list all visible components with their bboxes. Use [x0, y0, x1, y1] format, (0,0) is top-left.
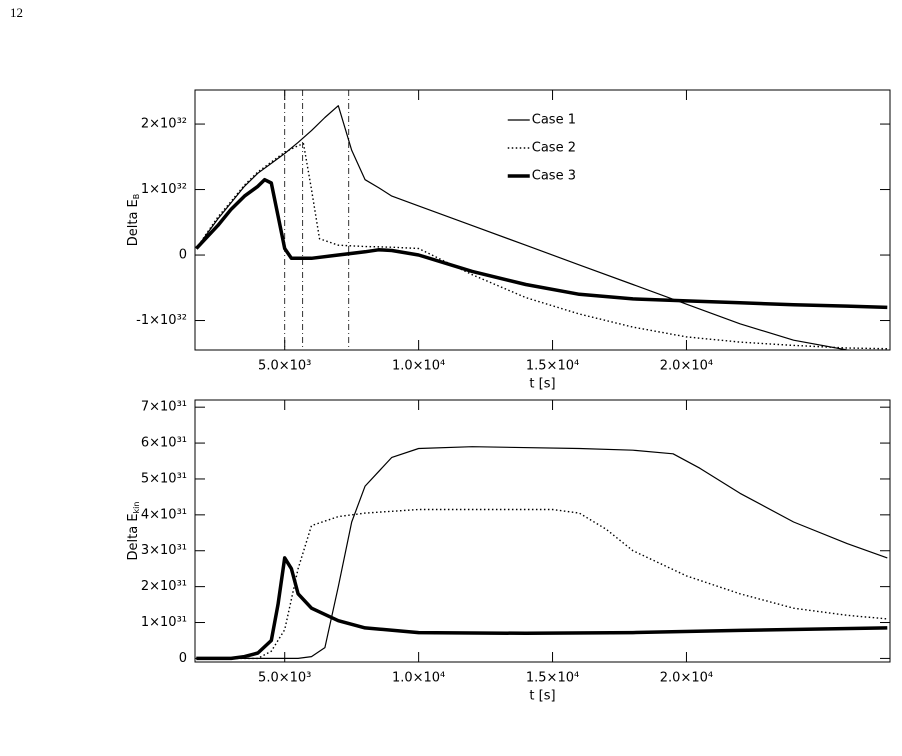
y-tick-label: 6×10³¹: [141, 436, 187, 451]
x-tick-label: 1.0×10⁴: [392, 671, 445, 686]
plot-area: [195, 105, 888, 350]
y-tick-label: 2×10³²: [141, 117, 187, 132]
series-line: [196, 446, 888, 659]
series-line: [196, 508, 888, 660]
plot-frame: [194, 89, 891, 351]
legend-label: Case 2: [532, 141, 576, 156]
x-tick-label: 5.0×10³: [258, 671, 311, 686]
y-axis-label: Delta EB: [126, 194, 141, 247]
y-tick-label: 2×10³¹: [141, 579, 187, 594]
y-tick-label: 0: [179, 651, 187, 666]
y-axis-label-sub: kin: [132, 502, 141, 514]
y-tick-label: 7×10³¹: [141, 400, 187, 415]
y-tick-label: -1×10³²: [136, 313, 187, 328]
y-axis-label-sub: B: [132, 194, 141, 200]
y-tick-label: 4×10³¹: [141, 507, 187, 522]
x-tick-label: 1.5×10⁴: [526, 359, 579, 374]
legend-label: Case 1: [532, 113, 576, 128]
plot-frame: [194, 399, 891, 663]
x-tick-label: 1.0×10⁴: [392, 359, 445, 374]
y-tick-label: 5×10³¹: [141, 471, 187, 486]
y-tick-label: 0: [179, 248, 187, 263]
series-line: [195, 177, 888, 310]
x-axis-label: t [s]: [529, 689, 555, 704]
y-axis-label-main: Delta E: [126, 199, 141, 246]
y-tick-label: 1×10³²: [141, 182, 187, 197]
series-line: [196, 556, 888, 661]
plot-area: [196, 446, 888, 661]
x-tick-label: 2.0×10⁴: [660, 671, 713, 686]
x-tick-label: 2.0×10⁴: [660, 359, 713, 374]
x-tick-label: 1.5×10⁴: [526, 671, 579, 686]
legend-label: Case 3: [532, 169, 576, 184]
x-axis-label: t [s]: [529, 377, 555, 392]
y-tick-label: 3×10³¹: [141, 543, 187, 558]
x-tick-label: 5.0×10³: [258, 359, 311, 374]
y-axis-label-main: Delta E: [126, 513, 141, 560]
page-number: 12: [10, 5, 23, 20]
y-tick-label: 1×10³¹: [141, 615, 187, 630]
y-axis-label: Delta Ekin: [126, 502, 141, 561]
series-line: [195, 105, 866, 350]
